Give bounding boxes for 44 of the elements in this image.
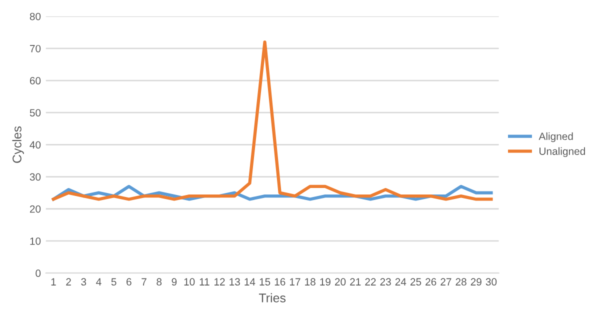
x-tick-label: 16 <box>274 278 286 286</box>
x-tick-label: 14 <box>244 278 256 286</box>
x-tick-label: 19 <box>320 278 330 286</box>
x-tick-label: 25 <box>410 278 422 286</box>
y-tick-label: 0 <box>36 270 41 277</box>
y-axis-title: Cycles <box>12 126 24 163</box>
x-tick-label: 22 <box>365 278 376 286</box>
x-tick-label: 6 <box>126 278 132 286</box>
x-tick-label: 4 <box>96 278 102 286</box>
y-tick-label: 20 <box>30 205 41 213</box>
x-tick-label: 9 <box>172 278 177 286</box>
x-tick-label: 1 <box>51 278 56 286</box>
x-tick-label: 10 <box>184 278 195 286</box>
y-tick-label: 40 <box>30 141 41 149</box>
y-tick-label: 10 <box>30 237 41 245</box>
x-tick-label: 7 <box>142 278 146 286</box>
x-tick-label: 13 <box>230 278 240 286</box>
x-tick-label: 26 <box>426 278 436 286</box>
x-tick-label: 8 <box>156 278 162 286</box>
x-tick-label: 30 <box>486 278 497 286</box>
x-tick-label: 17 <box>290 278 300 286</box>
x-tick-label: 15 <box>260 278 270 286</box>
y-tick-label: 70 <box>30 44 41 52</box>
y-tick-label: 50 <box>30 109 41 116</box>
x-axis-title: Tries <box>258 293 286 302</box>
x-tick-label: 12 <box>214 278 225 286</box>
x-tick-label: 29 <box>470 278 482 286</box>
y-tick-label: 30 <box>30 173 41 181</box>
x-tick-label: 18 <box>305 278 316 286</box>
line-series <box>52 40 493 201</box>
x-tick-label: 11 <box>200 278 210 286</box>
x-tick-label: 28 <box>456 278 466 286</box>
x-tick-label: 23 <box>380 278 391 286</box>
x-tick-label: 27 <box>440 278 452 286</box>
x-tick-label: 24 <box>395 278 406 286</box>
y-tick-label: 60 <box>30 77 41 84</box>
x-tick-label: 3 <box>81 278 86 286</box>
x-tick-label: 5 <box>111 278 116 286</box>
y-tick-label: 80 <box>30 12 41 20</box>
x-tick-label: 21 <box>350 278 361 286</box>
x-tick-label: 2 <box>66 278 71 286</box>
legend-label: Unaligned <box>540 147 585 158</box>
x-tick-label: 20 <box>335 278 346 286</box>
legend-label: Aligned <box>538 132 573 142</box>
